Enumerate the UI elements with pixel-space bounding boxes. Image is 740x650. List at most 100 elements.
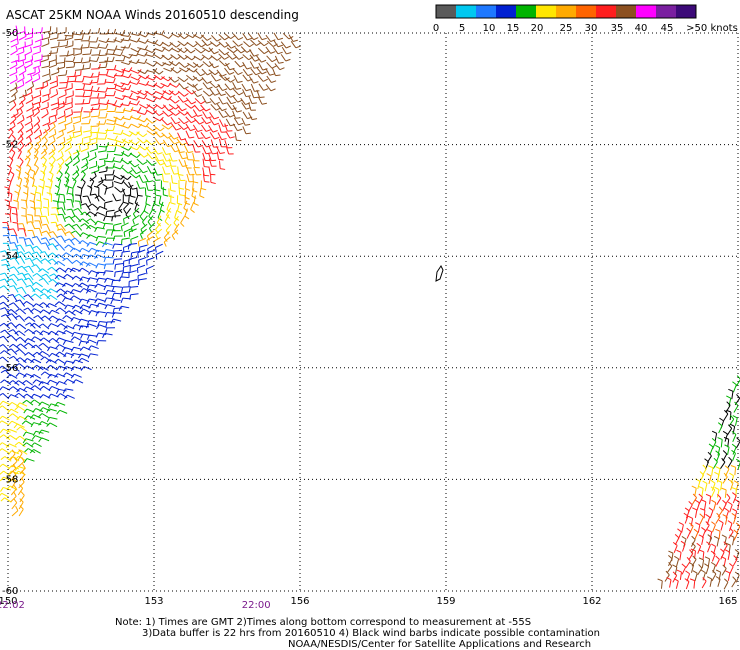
wind-barb (137, 137, 144, 144)
wind-barb (19, 244, 26, 252)
wind-barb (95, 263, 99, 269)
wind-barb (24, 31, 27, 37)
wind-barb (48, 309, 53, 315)
wind-barb (104, 60, 113, 63)
wind-barb (145, 269, 148, 275)
wind-barb (58, 388, 67, 392)
wind-barb (162, 90, 170, 96)
wind-barb (129, 102, 137, 106)
wind-barb (105, 256, 114, 259)
wind-barb (98, 170, 107, 174)
wind-barb (88, 60, 97, 62)
wind-barb (136, 50, 140, 56)
wind-barb (224, 36, 230, 41)
wind-barb (105, 145, 107, 151)
wind-barb (112, 56, 115, 62)
wind-barb (185, 123, 191, 131)
wind-barb (709, 446, 714, 455)
wind-barb (145, 97, 154, 103)
wind-barb (166, 159, 172, 162)
wind-barb (130, 69, 139, 74)
wind-barb (245, 132, 251, 135)
wind-barb (153, 67, 158, 73)
wind-barb (97, 220, 106, 225)
wind-barb (4, 272, 10, 281)
wind-barb (114, 249, 123, 252)
wind-barb (226, 102, 233, 110)
wind-barb (715, 466, 721, 470)
wind-barb (237, 71, 243, 76)
wind-barb (82, 247, 90, 253)
wind-barb (241, 102, 247, 110)
wind-barb (82, 195, 88, 198)
wind-barb (17, 171, 21, 180)
wind-barb (65, 171, 70, 176)
wind-barb (706, 473, 712, 477)
wind-barb (704, 458, 709, 463)
wind-barb (724, 489, 727, 498)
wind-barb (81, 156, 90, 161)
wind-barb (224, 83, 231, 91)
wind-barb (38, 73, 41, 79)
wind-barb (144, 48, 153, 54)
wind-barb (11, 278, 18, 286)
wind-barb (4, 329, 11, 337)
wind-barb (13, 285, 19, 293)
wind-barb (7, 243, 11, 252)
wind-barb (731, 391, 734, 400)
wind-barb (27, 307, 34, 315)
wind-barb (213, 116, 220, 120)
wind-barb (695, 522, 701, 526)
wind-barb (95, 324, 100, 330)
wind-barb (151, 201, 156, 210)
wind-barb (208, 61, 215, 69)
wind-barb (0, 307, 6, 310)
wind-barb (106, 209, 115, 212)
wind-barb (120, 74, 129, 79)
wind-barb (46, 408, 50, 414)
wind-barb (209, 112, 215, 120)
wind-barb (154, 131, 161, 138)
wind-barb (47, 258, 53, 262)
wind-barb (24, 448, 29, 453)
wind-barb (732, 446, 737, 455)
wind-barb (28, 342, 36, 349)
wind-barb (74, 71, 77, 77)
wind-barb (82, 91, 86, 97)
wind-barb (89, 175, 97, 182)
wind-barb (89, 187, 93, 196)
wind-barb (184, 215, 190, 220)
wind-barb (129, 228, 137, 233)
wind-barb (145, 182, 149, 191)
wind-barb (18, 145, 25, 153)
wind-barb (97, 90, 106, 93)
wind-barb (210, 139, 214, 148)
wind-barb (30, 358, 35, 364)
wind-barb (145, 195, 151, 198)
wind-barb (184, 160, 188, 169)
wind-barb (16, 214, 18, 223)
wind-barb (33, 158, 39, 166)
wind-barb (89, 339, 97, 344)
wind-barb (62, 388, 66, 394)
wind-barb (233, 88, 240, 96)
wind-barb (193, 63, 199, 68)
wind-barb (248, 76, 255, 84)
wind-barb (0, 295, 4, 299)
wind-barb (51, 148, 55, 154)
wind-barb (674, 555, 679, 560)
wind-barb (720, 551, 725, 560)
wind-barb (19, 107, 23, 113)
wind-barb (62, 282, 67, 288)
wind-barb (724, 537, 727, 546)
wind-barb (72, 33, 81, 36)
wind-barb (89, 177, 95, 182)
wind-barb (34, 134, 42, 140)
wind-barb (143, 94, 148, 100)
wind-barb (28, 265, 34, 274)
wind-barb (193, 195, 196, 204)
wind-barb (147, 230, 154, 237)
wind-barb (122, 109, 131, 113)
wind-barb (13, 355, 20, 363)
wind-barb (65, 329, 74, 335)
